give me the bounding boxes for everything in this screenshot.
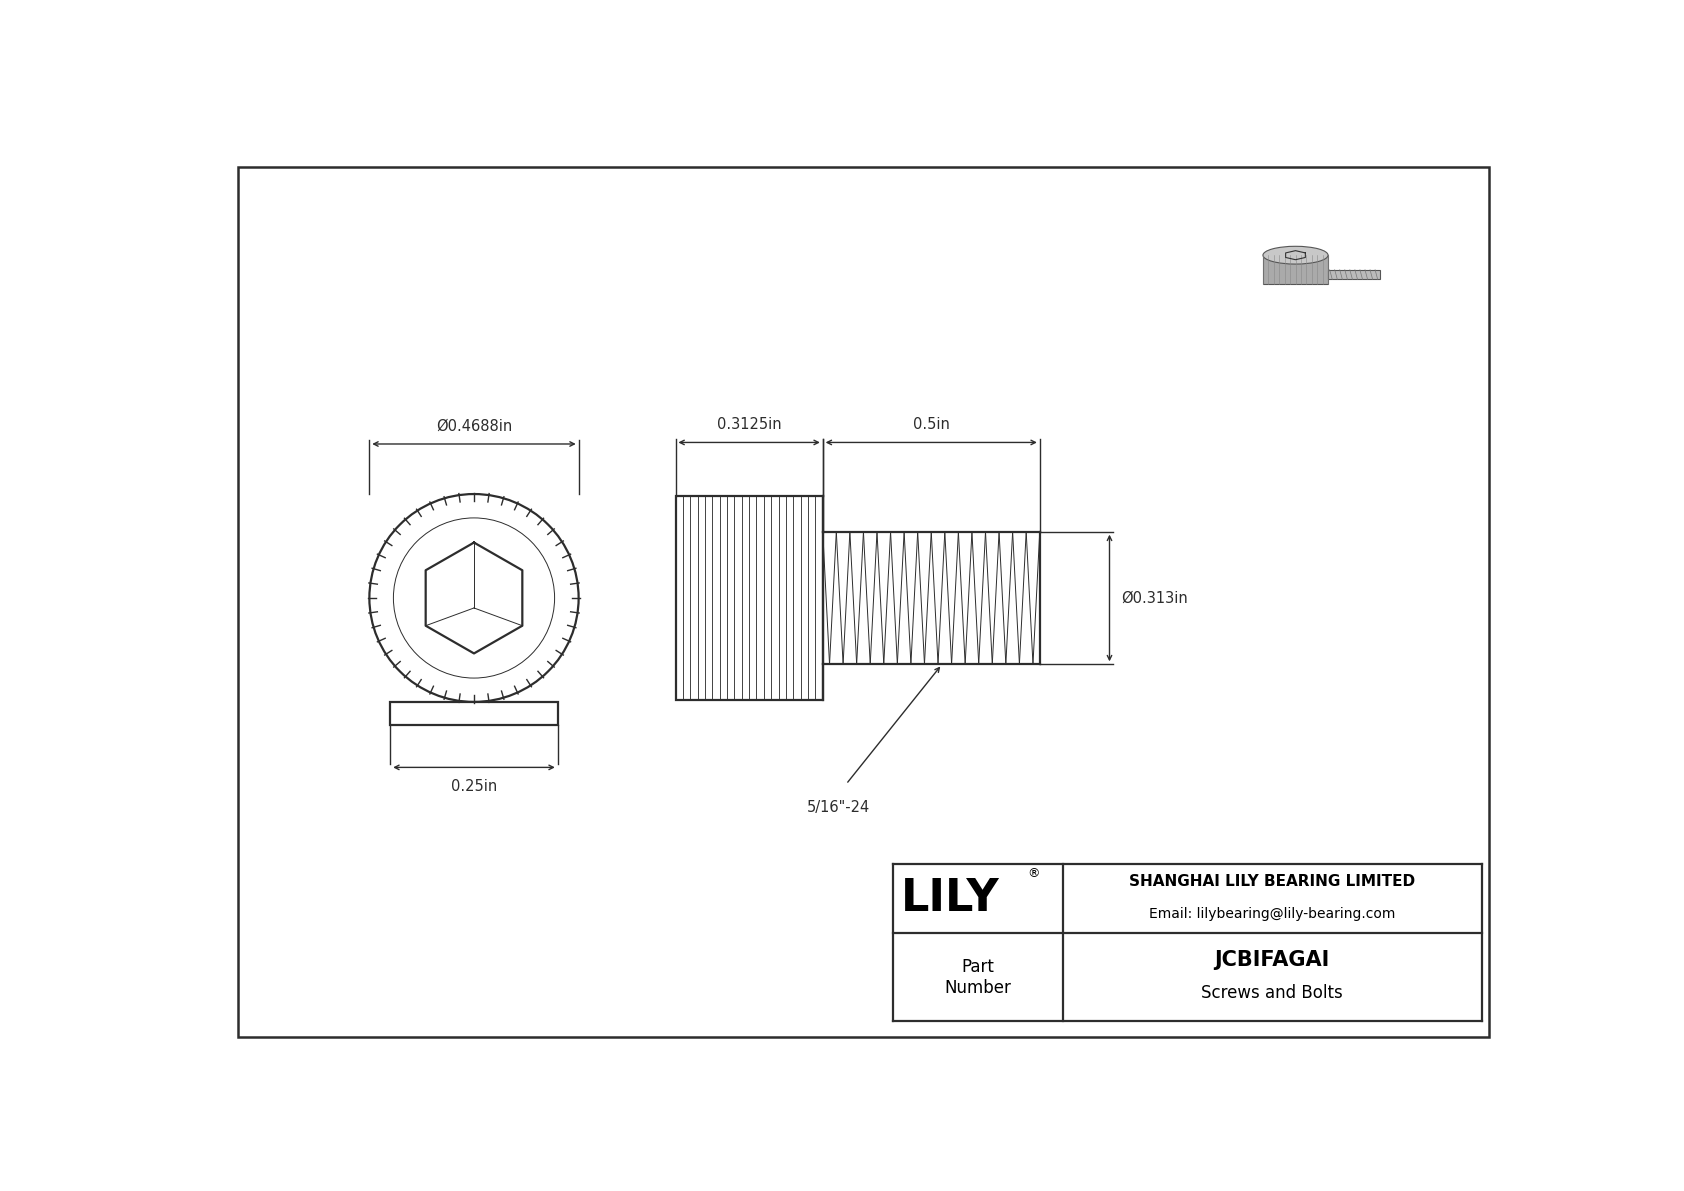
Text: Ø0.4688in: Ø0.4688in [436, 418, 512, 434]
Text: 0.3125in: 0.3125in [717, 417, 781, 431]
Polygon shape [675, 497, 823, 699]
Polygon shape [391, 701, 557, 725]
Ellipse shape [1263, 247, 1329, 264]
Text: Screws and Bolts: Screws and Bolts [1201, 984, 1344, 1002]
Text: Email: lilybearing@lily-bearing.com: Email: lilybearing@lily-bearing.com [1148, 906, 1396, 921]
Text: Part
Number: Part Number [945, 958, 1010, 997]
Text: SHANGHAI LILY BEARING LIMITED: SHANGHAI LILY BEARING LIMITED [1130, 874, 1415, 888]
Text: Ø0.313in: Ø0.313in [1122, 591, 1187, 605]
Text: 0.25in: 0.25in [451, 779, 497, 794]
Polygon shape [1329, 269, 1381, 280]
Text: 5/16"-24: 5/16"-24 [807, 799, 871, 815]
Polygon shape [1263, 255, 1329, 285]
Circle shape [369, 494, 579, 701]
Text: 0.5in: 0.5in [913, 417, 950, 431]
Text: ®: ® [1027, 867, 1039, 880]
Text: LILY: LILY [901, 877, 1000, 919]
Text: JCBIFAGAI: JCBIFAGAI [1214, 950, 1330, 971]
